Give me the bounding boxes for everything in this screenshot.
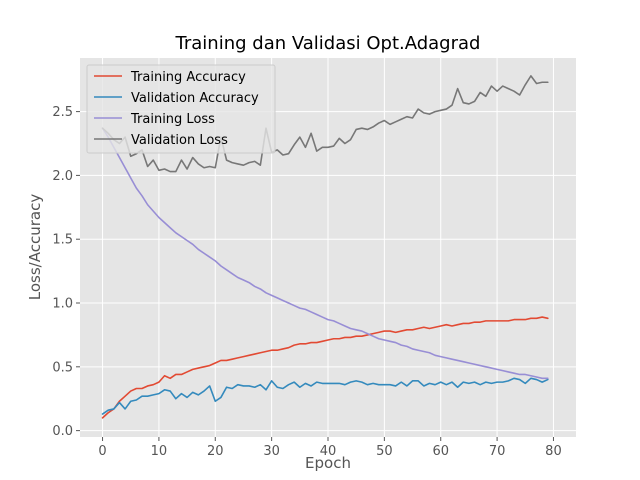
legend: Training Accuracy Validation Accuracy Tr… <box>86 64 276 154</box>
ticks: 0 10 20 30 40 50 60 70 80 0.0 0.5 1.0 1.5 2.0 2.5 <box>52 105 561 459</box>
x-tick-label: 0 <box>98 444 106 459</box>
x-axis-label: Epoch <box>305 454 351 472</box>
legend-frame <box>86 64 276 154</box>
x-tick-label: 70 <box>489 444 506 459</box>
y-tick-label: 2.0 <box>52 169 73 184</box>
x-tick-label: 30 <box>263 444 280 459</box>
y-tick-label: 1.5 <box>52 233 73 248</box>
y-axis-label: Loss/Accuracy <box>26 194 44 301</box>
chart-title: Training dan Validasi Opt.Adagrad <box>175 33 481 54</box>
series-line-validation-loss <box>101 75 549 173</box>
series-layer <box>101 75 549 419</box>
legend-label-training-loss: Training Loss <box>130 112 215 127</box>
y-tick-label: 0.5 <box>52 360 73 375</box>
y-tick-label: 2.5 <box>52 105 73 120</box>
x-tick-label: 40 <box>320 444 337 459</box>
legend-label-training-accuracy: Training Accuracy <box>130 70 246 85</box>
y-tick-label: 0.0 <box>52 424 73 439</box>
x-tick-label: 80 <box>545 444 562 459</box>
x-tick-label: 50 <box>376 444 393 459</box>
y-tick-label: 1.0 <box>52 297 73 312</box>
legend-label-validation-loss: Validation Loss <box>131 133 228 148</box>
x-tick-label: 20 <box>207 444 224 459</box>
series-line-validation-accuracy <box>101 377 549 415</box>
series-line-training-loss <box>101 127 549 380</box>
legend-label-validation-accuracy: Validation Accuracy <box>131 91 259 106</box>
series-line-training-accuracy <box>101 316 549 419</box>
x-tick-label: 60 <box>432 444 449 459</box>
x-tick-label: 10 <box>151 444 168 459</box>
